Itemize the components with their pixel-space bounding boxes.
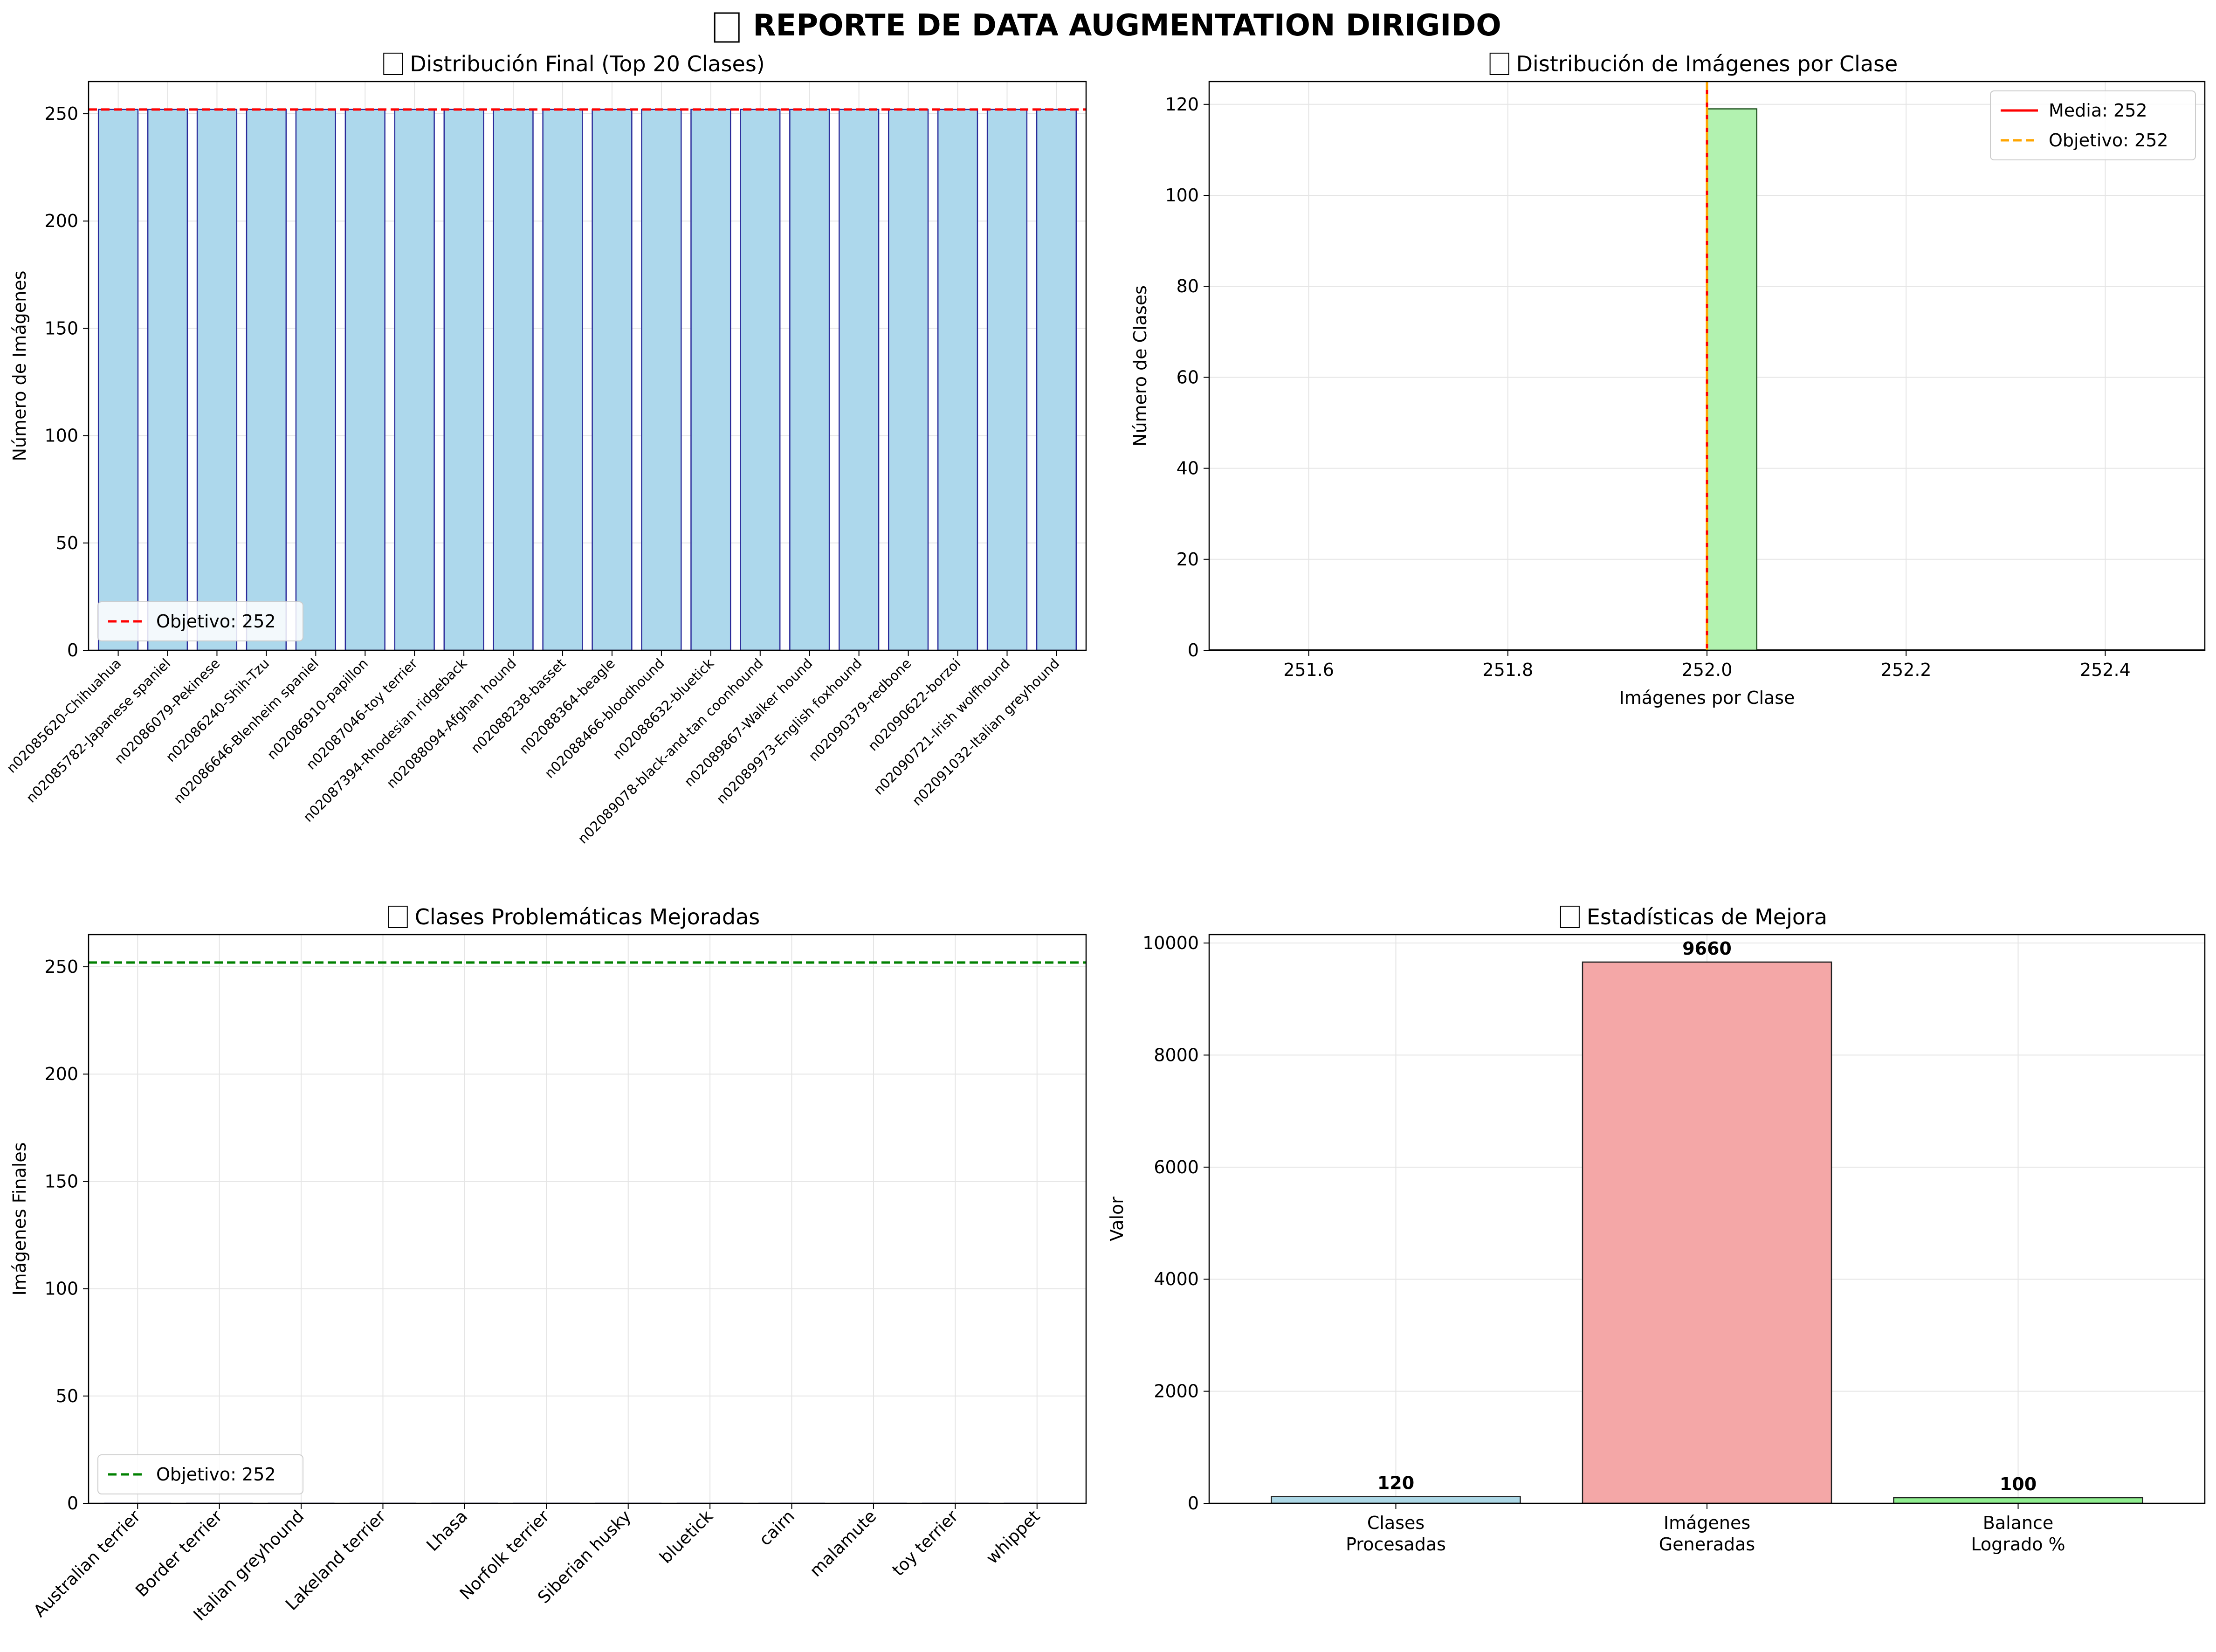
p1-ytick-label: 50	[56, 533, 78, 553]
figure-title: REPORTE DE DATA AUGMENTATION DIRIGIDO	[753, 8, 1501, 43]
p1-ytick-label: 200	[44, 211, 78, 231]
p4-ytick-label: 0	[1188, 1493, 1199, 1514]
p4-xtick-label: Imágenes	[1664, 1513, 1750, 1533]
p2-title-emoji-icon	[1489, 53, 1509, 75]
p3-legend-label: Objetivo: 252	[156, 1464, 276, 1485]
p4-xtick-label: Clases	[1367, 1513, 1425, 1533]
p1-bar	[147, 109, 188, 651]
p3-title: Clases Problemáticas Mejoradas	[415, 904, 760, 929]
p2-ytick-label: 20	[1177, 549, 1199, 570]
figure-title-group: REPORTE DE DATA AUGMENTATION DIRIGIDO	[714, 8, 1501, 43]
p1-bar	[542, 109, 583, 651]
p1-bar	[986, 109, 1028, 651]
p1-ytick-label: 250	[44, 103, 78, 124]
p1-ytick-label: 0	[67, 640, 78, 661]
p2-title: Distribución de Imágenes por Clase	[1516, 51, 1898, 76]
p3-ytick-label: 150	[44, 1171, 78, 1191]
p4-ytick-label: 10000	[1142, 933, 1199, 953]
p4-ytick-label: 8000	[1154, 1045, 1199, 1065]
p4-xtick-label: Procesadas	[1346, 1534, 1446, 1555]
p1-bar	[344, 109, 385, 651]
p3-ytick-label: 0	[67, 1493, 78, 1514]
p2-legend	[1990, 90, 2196, 160]
p2-xtick-label: 252.4	[2080, 660, 2131, 680]
p3-legend	[97, 1454, 303, 1494]
p4-ytick-label: 4000	[1154, 1269, 1199, 1289]
p4-ytick-label: 6000	[1154, 1157, 1199, 1177]
p2-ytick-label: 80	[1177, 276, 1199, 296]
p1-bar	[246, 109, 287, 651]
p1-bar	[690, 109, 731, 651]
p3-ytick-label: 250	[44, 957, 78, 977]
p1-bar	[394, 109, 435, 651]
p2-xtick-label: 251.8	[1482, 660, 1533, 680]
title-emoji-placeholder-icon	[714, 12, 740, 43]
p3-ytick-label: 200	[44, 1064, 78, 1084]
p1-bar	[1036, 109, 1077, 651]
p1-bar	[196, 109, 238, 651]
p3-ytick-label: 50	[56, 1386, 78, 1406]
p1-legend	[97, 601, 303, 641]
p4-data-label: 9660	[1682, 938, 1732, 959]
p3-ylabel: Imágenes Finales	[9, 1142, 30, 1295]
p4-data-label: 120	[1377, 1473, 1414, 1494]
p1-legend-label: Objetivo: 252	[156, 611, 276, 632]
p2-xtick-label: 251.6	[1283, 660, 1334, 680]
p1-ylabel: Número de Imágenes	[9, 271, 30, 461]
p3-ytick-label: 100	[44, 1279, 78, 1299]
p2-ylabel: Número de Clases	[1130, 285, 1150, 447]
p1-bar	[740, 109, 781, 651]
p4-bar	[1271, 1496, 1521, 1504]
p1-bar	[839, 109, 880, 651]
p1-bar	[97, 109, 139, 651]
p1-bar	[295, 109, 336, 651]
p1-bar	[888, 109, 929, 651]
p1-bar	[592, 109, 633, 651]
p2-ytick-label: 0	[1188, 640, 1199, 661]
panel-improvement-stats: Estadísticas de Mejora 0 2000 4000 6000 8000 1…	[1107, 904, 2206, 1555]
p1-axes-frame	[88, 81, 1087, 651]
p3-title-emoji-icon	[388, 906, 408, 928]
p2-ytick-label: 100	[1165, 185, 1199, 206]
p2-ytick-label: 40	[1177, 458, 1199, 479]
p2-histogram-bar	[1706, 108, 1758, 651]
p4-title: Estadísticas de Mejora	[1587, 904, 1827, 929]
p2-xtick-label: 252.2	[1881, 660, 1932, 680]
p4-title-emoji-icon	[1560, 906, 1580, 928]
p4-xtick-label: Logrado %	[1971, 1534, 2065, 1555]
p4-axes-frame	[1208, 934, 2206, 1504]
p1-ytick-label: 100	[44, 426, 78, 446]
p1-title-emoji-icon	[383, 53, 403, 75]
p4-bar	[1582, 961, 1832, 1504]
p2-legend-label: Objetivo: 252	[2049, 130, 2168, 151]
p2-xlabel: Imágenes por Clase	[1619, 688, 1795, 708]
p1-ytick-label: 150	[44, 318, 78, 338]
p4-data-label: 100	[2000, 1474, 2037, 1494]
p4-ylabel: Valor	[1107, 1197, 1127, 1241]
p3-axes-frame	[88, 934, 1087, 1504]
p2-axes-frame	[1208, 81, 2206, 651]
p1-title: Distribución Final (Top 20 Clases)	[410, 51, 765, 76]
p4-xtick-label: Balance	[1983, 1513, 2054, 1533]
p2-ytick-label: 60	[1177, 367, 1199, 387]
p1-bar	[493, 109, 534, 651]
panel-class-histogram: Distribución de Imágenes por Clase 0 20 40 6…	[1130, 51, 2206, 708]
p4-bar	[1893, 1497, 2143, 1504]
p1-bar	[789, 109, 830, 651]
p4-xtick-label: Generadas	[1659, 1534, 1755, 1555]
p1-bar	[641, 109, 682, 651]
p2-legend-label: Media: 252	[2049, 100, 2147, 121]
p2-ytick-label: 120	[1165, 94, 1199, 115]
p4-ytick-label: 2000	[1154, 1381, 1199, 1402]
p1-bar	[937, 109, 978, 651]
p1-bar	[443, 109, 484, 651]
p2-xtick-label: 252.0	[1682, 660, 1733, 680]
